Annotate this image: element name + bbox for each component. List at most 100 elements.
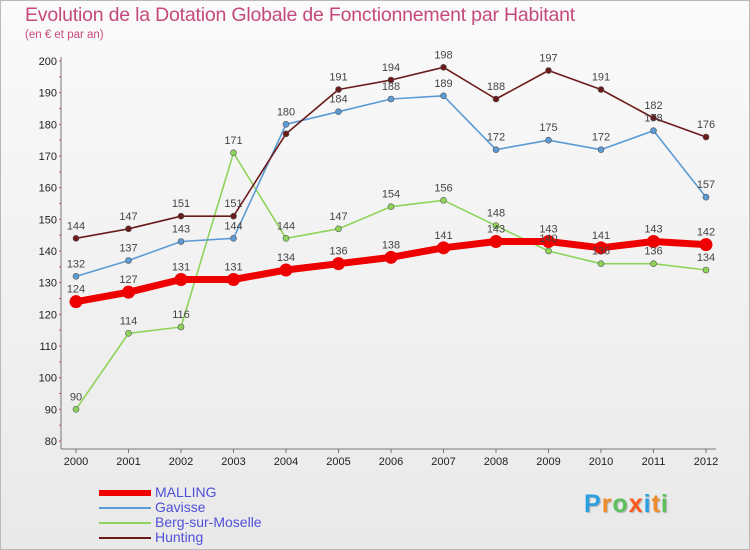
data-label-gavisse: 137 [119,243,137,255]
point-malling [122,285,135,299]
point-hunting [650,114,657,122]
point-hunting [230,212,237,220]
data-label-hunting: 182 [644,100,662,112]
data-label-malling: 143 [539,224,557,236]
point-hunting [387,76,395,84]
x-tick-label: 2005 [326,456,350,468]
logo-letter: P [584,490,602,518]
point-gavisse [650,127,657,134]
data-label-berg-sur-moselle: 90 [70,391,82,403]
series-lines [69,64,713,413]
point-malling [437,241,450,255]
data-label-gavisse: 144 [224,220,242,232]
point-gavisse [282,121,290,128]
data-label-berg-sur-moselle: 144 [277,220,295,232]
x-tick-label: 2009 [536,456,560,468]
logo-letter: t [651,490,661,518]
point-hunting [177,212,185,220]
point-berg-sur-moselle [72,406,80,413]
point-gavisse [440,92,447,100]
x-axis-ticks: 2000 2001 2002 2003 2004 2005 2006 2007 2008 2009… [64,449,718,468]
logo-letter: i [660,490,669,518]
x-tick-label: 2002 [169,456,193,468]
data-label-hunting: 151 [172,198,190,210]
chart-subtitle: (en € et par an) [25,29,104,41]
point-hunting [597,86,605,93]
legend-swatch [99,490,151,496]
point-malling [489,235,503,248]
data-label-gavisse: 175 [539,122,557,134]
data-label-hunting: 198 [434,49,452,61]
x-tick-label: 2000 [64,456,88,468]
point-hunting [125,225,132,233]
y-tick-label: 180 [39,119,57,131]
logo-letter: r [601,490,613,518]
data-label-malling: 143 [487,224,505,236]
point-berg-sur-moselle [177,323,185,331]
y-tick-label: 120 [39,309,57,321]
y-tick-label: 200 [39,56,57,68]
y-tick-label: 190 [39,88,57,100]
data-label-gavisse: 180 [277,106,295,118]
legend-swatch [99,537,151,539]
point-berg-sur-moselle [650,260,657,267]
y-tick-label: 170 [39,151,57,163]
data-label-malling: 124 [67,284,85,296]
data-label-malling: 131 [224,262,242,274]
point-malling [279,263,293,277]
point-gavisse [387,95,395,103]
data-labels: 124 127 131 131 134 136 138 141 143 143 141 143 142 1… [67,49,715,403]
point-berg-sur-moselle [125,330,132,337]
point-gavisse [597,146,605,153]
point-hunting [335,86,342,93]
data-label-malling: 127 [119,274,137,286]
point-gavisse [230,235,237,242]
data-label-gavisse: 132 [67,258,85,270]
x-tick-label: 2012 [694,456,718,468]
data-label-hunting: 151 [224,198,242,210]
point-berg-sur-moselle [230,149,237,157]
data-label-gavisse: 172 [487,132,505,144]
chart-title: Evolution de la Dotation Globale de Fonc… [25,4,576,26]
data-label-berg-sur-moselle: 114 [120,315,138,327]
data-label-malling: 141 [434,230,452,242]
data-label-berg-sur-moselle: 148 [487,208,505,220]
data-label-berg-sur-moselle: 134 [697,252,715,264]
point-gavisse [125,257,132,264]
point-malling [542,235,555,248]
data-label-berg-sur-moselle: 154 [382,189,400,201]
y-tick-label: 100 [39,373,57,385]
x-tick-label: 2006 [379,456,403,468]
y-tick-label: 150 [39,214,57,226]
data-label-malling: 138 [382,239,400,251]
y-tick-label: 80 [45,436,57,448]
data-label-berg-sur-moselle: 136 [592,246,610,258]
point-berg-sur-moselle [335,225,342,233]
data-label-malling: 143 [644,224,662,236]
point-malling [174,273,188,286]
y-tick-label: 90 [45,404,57,416]
data-label-hunting: 144 [67,220,85,232]
data-label-berg-sur-moselle: 156 [434,182,452,194]
data-label-malling: 134 [277,252,295,264]
axes [59,57,716,450]
point-malling [332,257,345,271]
point-gavisse [177,238,185,245]
point-hunting [545,67,552,74]
x-tick-label: 2011 [642,456,666,468]
point-berg-sur-moselle [440,197,447,204]
data-label-hunting: 194 [382,62,400,74]
data-label-gavisse: 157 [697,179,715,191]
data-label-berg-sur-moselle: 136 [644,246,662,258]
point-gavisse [545,136,552,144]
data-label-malling: 131 [172,262,190,274]
legend-label: MALLING [155,484,217,500]
data-label-berg-sur-moselle: 171 [224,135,242,147]
point-hunting [282,130,290,138]
point-berg-sur-moselle [387,203,395,210]
data-label-hunting: 191 [592,72,610,84]
y-tick-label: 140 [39,246,57,258]
data-label-hunting: 197 [539,53,557,65]
point-gavisse [72,273,80,280]
